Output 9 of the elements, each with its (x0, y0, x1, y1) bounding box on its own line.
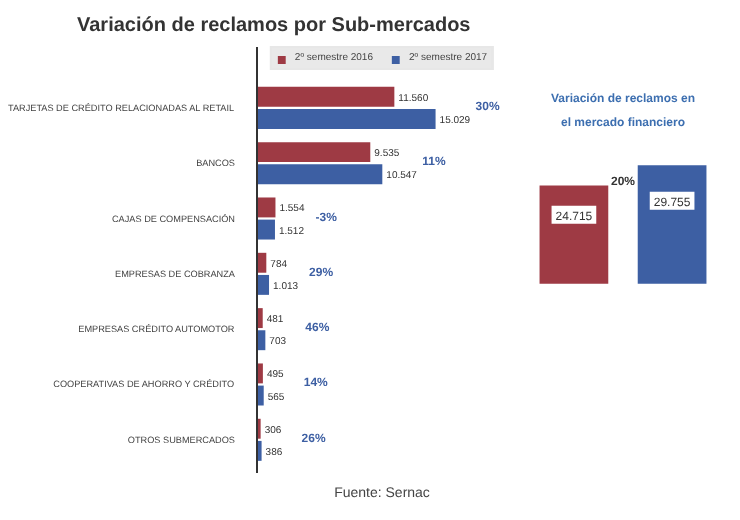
bar (257, 108, 436, 129)
bar (257, 197, 276, 218)
bar (257, 385, 264, 406)
bar (257, 142, 371, 163)
chart-title: Variación de reclamos por Sub-mercados (77, 15, 472, 37)
bar (257, 219, 275, 240)
bar (257, 274, 270, 295)
bar (257, 86, 395, 107)
bar (257, 164, 383, 185)
